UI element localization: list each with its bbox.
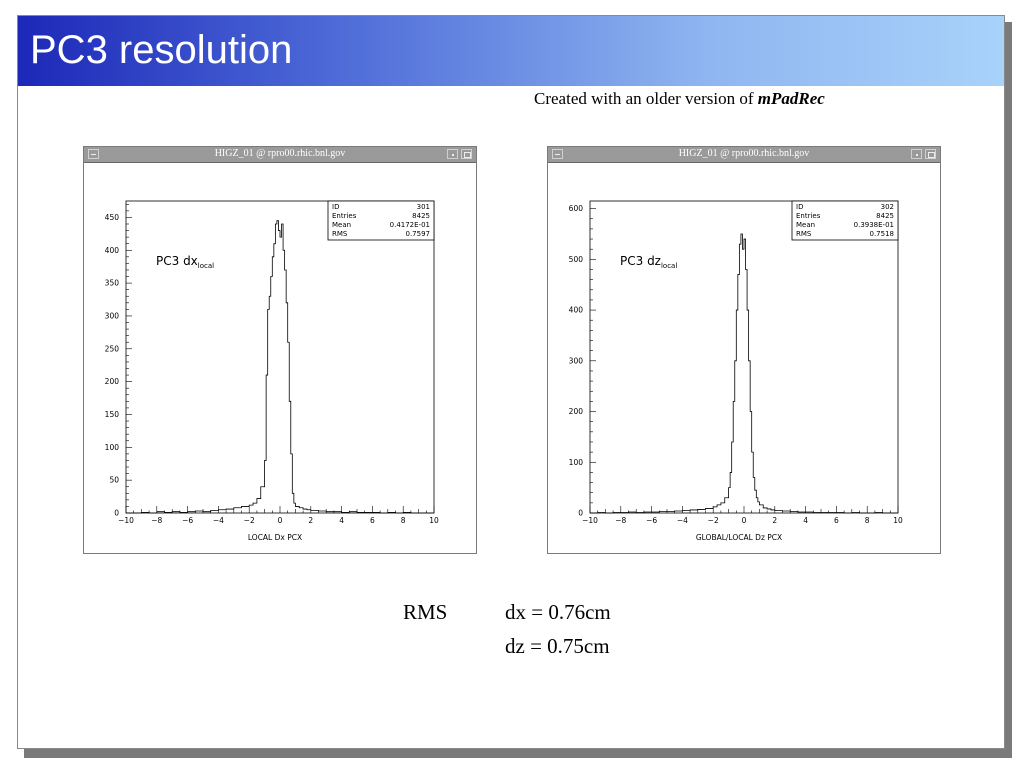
x-tick-label: −2 [708,516,719,525]
x-tick-label: 4 [803,516,808,525]
stats-box-frame [327,200,435,241]
x-axis-label: GLOBAL/LOCAL Dz PCX [696,533,782,542]
stats-label: ID [796,203,803,211]
stats-box: ID 301 Entries 8425 Mean 0.4172E-01 RMS 0.7597 [327,200,435,241]
window-minimize-button[interactable] [911,149,922,159]
x-tick-label: 8 [865,516,870,525]
x-tick-label: −6 [182,516,193,525]
subtitle-emphasis: mPadRec [757,89,825,108]
stats-label: Entries [332,212,357,220]
y-tick-label: 300 [569,356,584,365]
y-tick-label: 0 [578,509,583,518]
rms-dz-value: dz = 0.75cm [505,634,610,658]
histogram-annotation: PC3 dzlocal [620,254,677,270]
window-menu-button[interactable] [88,149,99,159]
y-tick-label: 250 [105,344,120,353]
window-maximize-button[interactable] [925,149,936,159]
x-tick-label: 6 [370,516,375,525]
x-tick-label: −8 [151,516,162,525]
x-tick-label: 2 [772,516,777,525]
x-tick-label: −4 [213,516,224,525]
annotation-subscript: local [661,262,677,270]
histogram-dx: −10 −8 −6 −4 −2 0 2 4 6 8 10 LOCAL Dx PCX 0 50 100 150 2… [84,163,476,553]
x-axis-label: LOCAL Dx PCX [248,533,302,542]
y-tick-label: 100 [569,458,584,467]
stats-value: 302 [881,203,894,211]
histogram-dx-svg: −10 −8 −6 −4 −2 0 2 4 6 8 10 LOCAL Dx PCX 0 50 100 150 2… [105,200,439,542]
x-tick-label: 2 [308,516,313,525]
stats-label: RMS [796,230,812,238]
histogram-dz-svg: −10 −8 −6 −4 −2 0 2 4 6 8 10 GLOBAL/LOCAL Dz PCX 0 10… [569,200,903,542]
title-bar: PC3 resolution [18,16,1004,86]
window-title: HIGZ_01 @ rpro00.rhic.bnl.gov [214,148,346,159]
histogram-series [126,220,434,514]
histogram-annotation: PC3 dxlocal [156,254,214,270]
x-axis: −10 −8 −6 −4 −2 0 2 4 6 8 10 GLOBAL/LOCAL Dz PCX [582,506,903,542]
histogram-dz: −10 −8 −6 −4 −2 0 2 4 6 8 10 GLOBAL/LOCAL Dz PCX 0 10… [548,163,940,553]
x-tick-label: 10 [429,516,439,525]
stats-label: Mean [796,221,815,229]
stats-label: RMS [332,230,348,238]
y-tick-label: 150 [105,410,120,419]
y-tick-label: 400 [105,246,120,255]
y-axis: 0 100 200 300 400 500 600 [569,204,596,518]
window-maximize-button[interactable] [461,149,472,159]
x-tick-label: −4 [677,516,688,525]
x-tick-label: 0 [278,516,283,525]
window-minimize-button[interactable] [447,149,458,159]
histogram-series [590,233,898,514]
x-tick-label: 0 [742,516,747,525]
annotation-subscript: local [198,262,214,270]
y-tick-label: 50 [109,476,119,485]
stats-label: Entries [796,212,821,220]
stats-value: 8425 [876,212,894,220]
higz-window-dx: HIGZ_01 @ rpro00.rhic.bnl.gov −10 −8 −6 −4−… [83,146,477,554]
stats-value: 0.4172E-01 [390,221,430,229]
y-tick-label: 100 [105,443,120,452]
x-tick-label: −6 [646,516,657,525]
plot-frame [125,200,435,514]
subtitle-prefix: Created with an older version of [534,89,758,108]
window-title: HIGZ_01 @ rpro00.rhic.bnl.gov [678,148,810,159]
window-titlebar[interactable]: HIGZ_01 @ rpro00.rhic.bnl.gov [548,147,940,163]
stats-value: 0.7518 [870,230,895,238]
higz-window-dz: HIGZ_01 @ rpro00.rhic.bnl.gov −10 −8 −6 −4−… [547,146,941,554]
y-tick-label: 200 [569,407,584,416]
stats-label: Mean [332,221,351,229]
y-tick-label: 0 [114,509,119,518]
x-tick-label: −2 [244,516,255,525]
stats-value: 8425 [412,212,430,220]
y-tick-label: 350 [105,279,120,288]
y-tick-label: 300 [105,311,120,320]
rms-dx-value: dx = 0.76cm [505,600,611,624]
stats-label: ID [332,203,339,211]
y-axis: 0 50 100 150 200 250 300 350 400 450 [105,203,132,518]
y-tick-label: 500 [569,255,584,264]
subtitle: Created with an older version of mPadRec [534,89,825,109]
y-tick-label: 450 [105,213,120,222]
stats-box-frame [791,200,899,241]
stats-box: ID 302 Entries 8425 Mean 0.3938E-01 RMS 0.7518 [791,200,899,241]
slide-title: PC3 resolution [30,28,293,72]
stats-value: 0.7597 [406,230,431,238]
x-tick-label: 10 [893,516,903,525]
stats-value: 0.3938E-01 [854,221,894,229]
x-tick-label: −10 [582,516,598,525]
x-tick-label: 8 [401,516,406,525]
window-titlebar[interactable]: HIGZ_01 @ rpro00.rhic.bnl.gov [84,147,476,163]
x-axis: −10 −8 −6 −4 −2 0 2 4 6 8 10 LOCAL Dx PCX [118,506,439,542]
stats-value: 301 [417,203,430,211]
x-tick-label: −8 [615,516,626,525]
x-tick-label: −10 [118,516,134,525]
rms-label: RMS [403,600,448,624]
y-tick-label: 400 [569,306,584,315]
y-tick-label: 600 [569,204,584,213]
x-tick-label: 6 [834,516,839,525]
y-tick-label: 200 [105,377,120,386]
x-tick-label: 4 [339,516,344,525]
window-menu-button[interactable] [552,149,563,159]
